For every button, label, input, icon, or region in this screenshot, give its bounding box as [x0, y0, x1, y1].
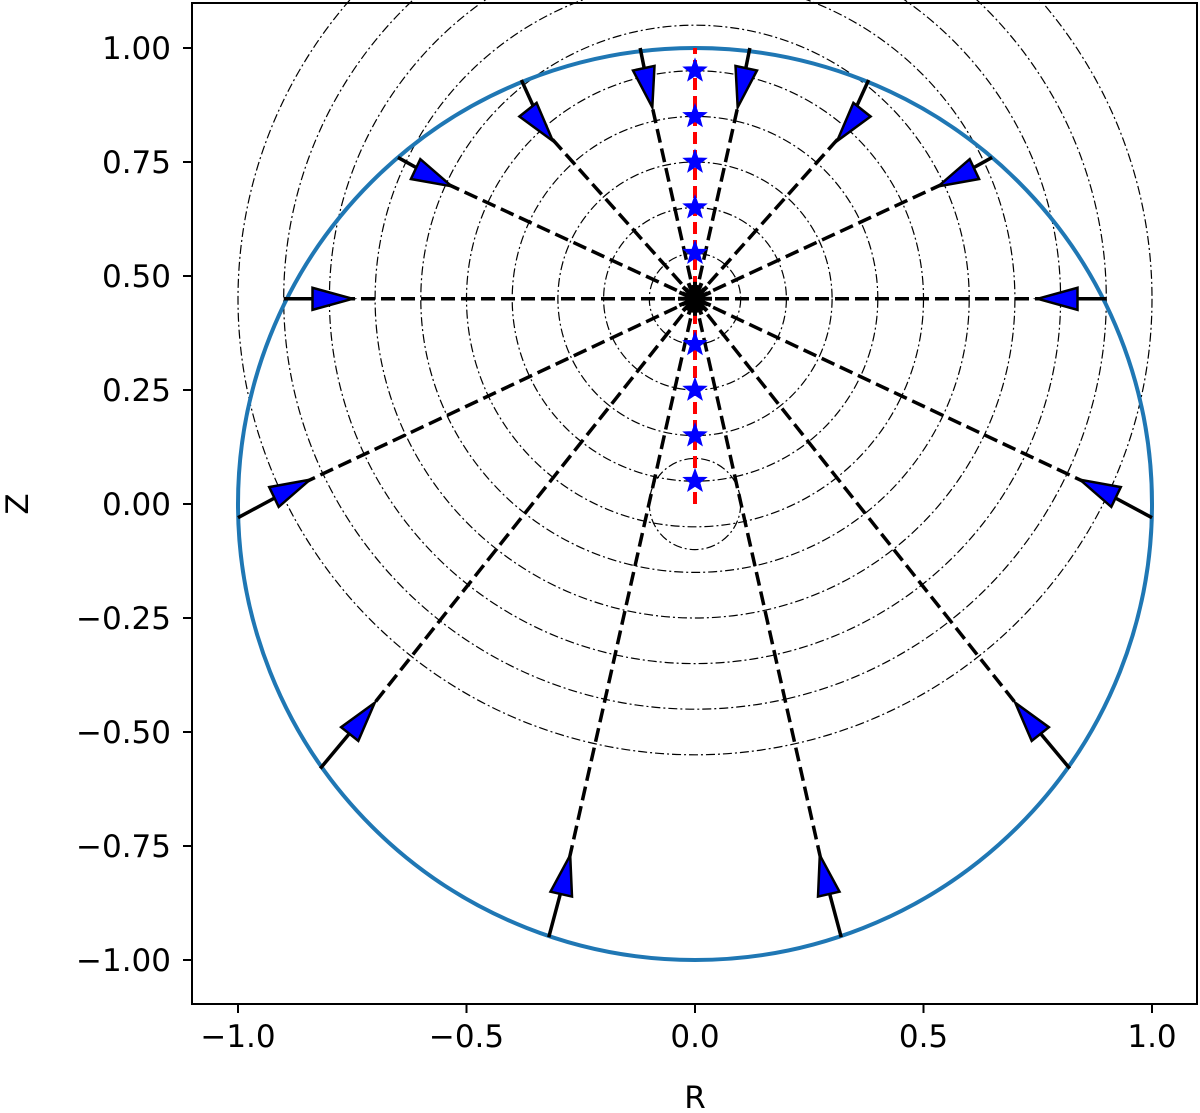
star-point: [682, 467, 708, 493]
ray-arrow: [734, 64, 759, 112]
y-axis-label: Z: [0, 493, 36, 514]
ray-line: [565, 298, 697, 870]
x-tick-label: −1.0: [200, 1019, 275, 1055]
ray-arrow: [834, 100, 873, 145]
star-point: [682, 194, 708, 219]
ray-arrow: [816, 850, 842, 899]
contour-circle-7: [374, 0, 1016, 619]
y-tick-label: 0.25: [102, 373, 171, 409]
ray-arrow: [1075, 477, 1123, 509]
contour-circle-3: [557, 161, 833, 437]
ray-arrow: [548, 850, 574, 899]
ray-arrow: [311, 286, 358, 312]
ray-line: [693, 128, 848, 300]
y-tick-label: 0.50: [102, 259, 171, 295]
x-axis: −1.0 −0.5 0.0 0.5 1.0: [200, 1004, 1177, 1055]
y-tick-label: −1.00: [76, 943, 171, 979]
contour-circle-10: [237, 0, 1153, 756]
ray-arrow: [934, 157, 981, 189]
focus-point-core: [685, 288, 705, 309]
ray-line: [694, 178, 952, 301]
ray-line: [693, 298, 825, 870]
plot-area: [236, 0, 1154, 962]
ray-arrow: [631, 64, 656, 112]
x-tick-label: 1.0: [1127, 1019, 1176, 1055]
y-axis: 1.00 0.75 0.50 0.25 0.00 −0.25 −0.50 −0.75 −1.00: [76, 31, 192, 979]
ray-line: [647, 93, 697, 300]
star-point: [682, 330, 708, 356]
contour-circle-6: [420, 24, 970, 573]
ray-arrow: [1012, 699, 1051, 743]
ray-line: [542, 128, 697, 300]
ray-line: [364, 297, 697, 715]
y-tick-label: −0.75: [76, 829, 171, 865]
ray-arrow: [517, 100, 556, 145]
star-point: [682, 102, 708, 128]
star-point: [682, 57, 708, 82]
focus-point: [678, 281, 712, 316]
star-point: [682, 239, 708, 265]
x-tick-label: −0.5: [429, 1019, 504, 1055]
ray-arrow: [339, 699, 378, 743]
star-point: [682, 422, 708, 447]
ray-line: [693, 297, 1026, 715]
ray-line: [438, 178, 696, 301]
y-tick-label: 1.00: [102, 31, 171, 67]
ray-arrow: [409, 157, 456, 189]
ray-line: [296, 297, 696, 488]
ray-arrow: [1032, 286, 1079, 312]
y-tick-label: −0.25: [76, 601, 171, 637]
x-axis-label: R: [684, 1080, 706, 1113]
y-tick-label: 0.75: [102, 145, 171, 181]
star-point: [682, 376, 708, 401]
ray-line: [694, 297, 1094, 488]
star-point: [682, 148, 708, 173]
y-tick-label: −0.50: [76, 715, 171, 751]
ray-arrow: [267, 477, 315, 509]
x-tick-label: 0.0: [670, 1019, 719, 1055]
ray-line: [693, 93, 743, 300]
y-tick-label: 0.00: [102, 487, 171, 523]
x-tick-label: 0.5: [899, 1019, 948, 1055]
